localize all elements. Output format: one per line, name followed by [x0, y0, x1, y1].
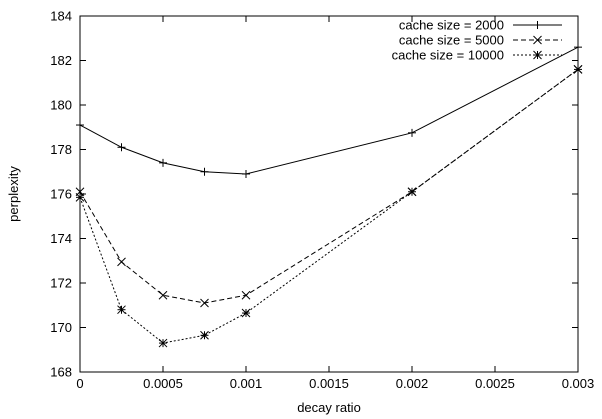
plot-series [75, 43, 583, 348]
y-tick-label: 180 [50, 98, 72, 113]
x-tick-label: 0.001 [230, 376, 263, 391]
y-tick-label: 184 [50, 9, 72, 24]
series-line [79, 68, 579, 344]
series-group [75, 65, 583, 308]
data-point [408, 128, 416, 137]
y-tick-label: 168 [50, 365, 72, 380]
series-line [79, 46, 579, 175]
legend-marker [533, 35, 542, 45]
x-tick-label: 0.0025 [475, 376, 515, 391]
data-point [158, 338, 168, 348]
y-tick-label: 172 [50, 276, 72, 291]
legend-label: cache size = 10000 [392, 48, 504, 63]
x-tick-label: 0 [76, 376, 83, 391]
x-axis-label: decay ratio [297, 400, 361, 415]
series-group [75, 65, 583, 348]
y-tick-label: 170 [50, 320, 72, 335]
y-tick-label: 182 [50, 53, 72, 68]
data-point [159, 158, 167, 167]
x-tick-label: 0.002 [396, 376, 429, 391]
data-point [241, 308, 251, 318]
x-tick-label: 0.003 [562, 376, 595, 391]
data-point [117, 143, 126, 152]
x-tick-label: 0.0015 [309, 376, 349, 391]
axis-ticks: 168 170 172 174 176 178 180 182 184 0 0.0005 0.001 0… [50, 9, 594, 392]
data-point [200, 167, 209, 176]
plot-frame [79, 15, 579, 373]
data-point [407, 187, 417, 197]
data-point [200, 330, 209, 340]
y-tick-label: 178 [50, 142, 72, 157]
legend-item: cache size = 2000 [399, 18, 562, 33]
legend-item: cache size = 10000 [392, 48, 562, 63]
legend-item: cache size = 5000 [399, 33, 562, 48]
y-tick-label: 174 [50, 231, 72, 246]
data-point [117, 257, 126, 267]
legend-marker [533, 50, 542, 60]
data-point [242, 169, 250, 178]
y-tick-label: 176 [50, 187, 72, 202]
legend-label: cache size = 5000 [399, 33, 504, 48]
legend-marker [533, 21, 542, 29]
data-point [117, 305, 126, 315]
y-axis-label: perplexity [6, 166, 21, 222]
series-group [76, 43, 582, 178]
series-line [79, 68, 579, 304]
data-point [158, 290, 168, 300]
x-tick-label: 0.0005 [143, 376, 183, 391]
data-point [241, 290, 251, 300]
legend-label: cache size = 2000 [399, 18, 504, 33]
data-point [200, 298, 209, 308]
